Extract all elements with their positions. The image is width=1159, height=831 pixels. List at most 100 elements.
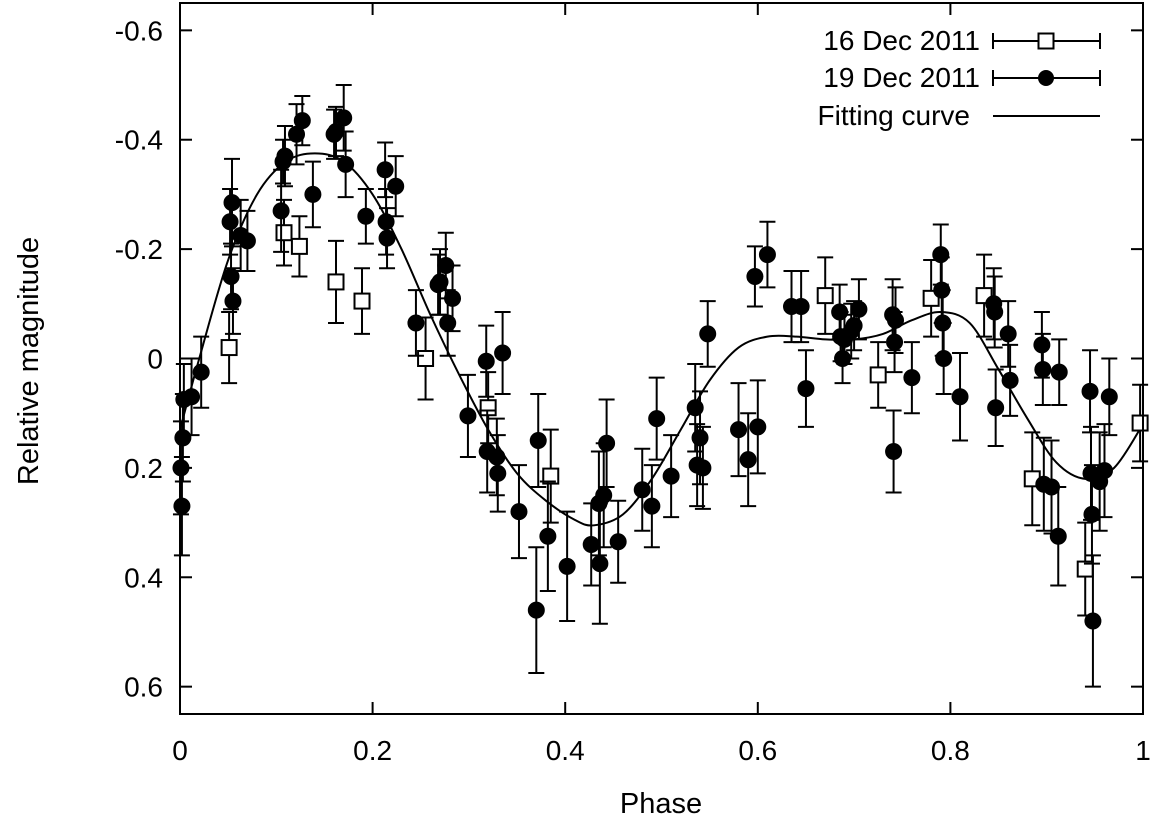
data-point-19-dec-2011 [494, 311, 512, 396]
data-point-19-dec-2011 [1049, 486, 1067, 587]
x-tick-label: 0 [172, 735, 188, 766]
data-point-19-dec-2011 [999, 300, 1017, 368]
filled-circle-marker [223, 194, 241, 212]
filled-circle-marker [183, 388, 201, 406]
filled-circle-marker [1100, 388, 1118, 406]
data-point-19-dec-2011 [643, 464, 661, 549]
data-point-16-dec-2011 [290, 215, 308, 278]
data-point-19-dec-2011 [609, 499, 627, 584]
filled-circle-marker [1050, 363, 1068, 381]
data-point-19-dec-2011 [238, 209, 256, 272]
y-axis-title: Relative magnitude [13, 237, 45, 485]
filled-circle-marker [1095, 462, 1113, 480]
data-point-19-dec-2011 [1083, 464, 1101, 565]
data-point-16-dec-2011 [353, 267, 371, 335]
filled-circle-marker [951, 388, 969, 406]
filled-circle-marker [699, 325, 717, 343]
legend-label-19-dec-2011: 19 Dec 2011 [823, 62, 980, 93]
x-tick-label: 0.8 [931, 735, 970, 766]
filled-circle-marker [730, 421, 748, 439]
data-point-19-dec-2011 [887, 286, 905, 355]
data-point-19-dec-2011 [387, 155, 405, 218]
axes-layer: 0 0.2 0.4 0.6 0.8 1 -0.6 -0.4 -0.2 0 0.2 0.4 0.6 [115, 3, 1151, 766]
data-point-19-dec-2011 [558, 510, 576, 623]
filled-circle-marker [1034, 360, 1052, 378]
filled-circle-marker [739, 451, 757, 469]
legend-filled-circle [1038, 70, 1054, 86]
data-point-19-dec-2011 [746, 245, 764, 308]
data-point-19-dec-2011 [477, 324, 495, 398]
data-point-19-dec-2011 [739, 412, 757, 508]
filled-circle-marker [558, 557, 576, 575]
data-point-19-dec-2011 [694, 425, 712, 510]
data-point-19-dec-2011 [758, 220, 776, 289]
filled-circle-marker [1084, 612, 1102, 630]
filled-circle-marker [633, 481, 651, 499]
filled-circle-marker [459, 407, 477, 425]
filled-circle-marker [598, 434, 616, 452]
y-tick-label: -0.4 [115, 125, 163, 156]
open-square-marker [353, 292, 371, 310]
data-point-16-dec-2011 [869, 341, 887, 409]
data-point-19-dec-2011 [582, 502, 600, 587]
data-point-19-dec-2011 [293, 94, 311, 147]
data-point-19-dec-2011 [903, 341, 921, 415]
data-point-19-dec-2011 [444, 264, 462, 333]
filled-circle-marker [407, 314, 425, 332]
data-point-19-dec-2011 [699, 300, 717, 368]
open-square-marker [1131, 414, 1149, 432]
filled-circle-marker [224, 292, 242, 310]
filled-circle-marker [337, 155, 355, 173]
x-axis-title: Phase [620, 788, 702, 820]
filled-circle-marker [691, 429, 709, 447]
data-point-19-dec-2011 [510, 464, 528, 560]
data-point-16-dec-2011 [327, 239, 345, 324]
legend: 16 Dec 2011 19 Dec 2011 Fitting curve [818, 25, 1101, 131]
y-tick-label: -0.2 [115, 234, 163, 265]
filled-circle-marker [192, 363, 210, 381]
data-point-19-dec-2011 [335, 84, 353, 152]
filled-circle-marker [591, 555, 609, 573]
filled-circle-marker [387, 177, 405, 195]
filled-circle-marker [173, 497, 191, 515]
data-point-19-dec-2011 [304, 160, 322, 229]
legend-sample-16-dec-2011 [992, 32, 1101, 50]
filled-circle-marker [489, 464, 507, 482]
y-tick-label: 0.4 [124, 562, 163, 593]
filled-circle-marker [662, 467, 680, 485]
x-tick-label: 1 [1135, 735, 1151, 766]
data-point-19-dec-2011 [183, 357, 201, 437]
filled-circle-marker [609, 533, 627, 551]
y-tick-label: -0.6 [115, 15, 163, 46]
legend-sample-19-dec-2011 [992, 70, 1101, 86]
open-square-marker [816, 287, 834, 305]
data-point-19-dec-2011 [407, 289, 425, 357]
filled-circle-marker [494, 344, 512, 362]
filled-circle-marker [272, 202, 290, 220]
data-point-19-dec-2011 [633, 447, 651, 532]
filled-circle-marker [335, 109, 353, 127]
data-point-19-dec-2011 [489, 434, 507, 513]
open-square-marker [290, 237, 308, 255]
data-point-19-dec-2011 [662, 434, 680, 519]
data-point-19-dec-2011 [885, 409, 903, 494]
data-point-19-dec-2011 [749, 379, 767, 475]
legend-label-16-dec-2011: 16 Dec 2011 [823, 25, 980, 56]
filled-circle-marker [792, 298, 810, 316]
data-point-19-dec-2011 [598, 398, 616, 489]
x-tick-label: 0.6 [738, 735, 777, 766]
data-point-19-dec-2011 [850, 278, 868, 341]
data-point-19-dec-2011 [792, 269, 810, 344]
data-point-19-dec-2011 [527, 546, 545, 674]
data-point-19-dec-2011 [173, 455, 191, 557]
filled-circle-marker [1081, 382, 1099, 400]
filled-circle-marker [850, 300, 868, 318]
data-point-19-dec-2011 [459, 373, 477, 458]
filled-circle-marker [746, 267, 764, 285]
data-point-19-dec-2011 [1034, 332, 1052, 406]
open-square-marker [417, 350, 435, 367]
filled-circle-marker [477, 352, 495, 370]
filled-circle-marker [595, 486, 613, 504]
data-point-19-dec-2011 [648, 376, 666, 461]
